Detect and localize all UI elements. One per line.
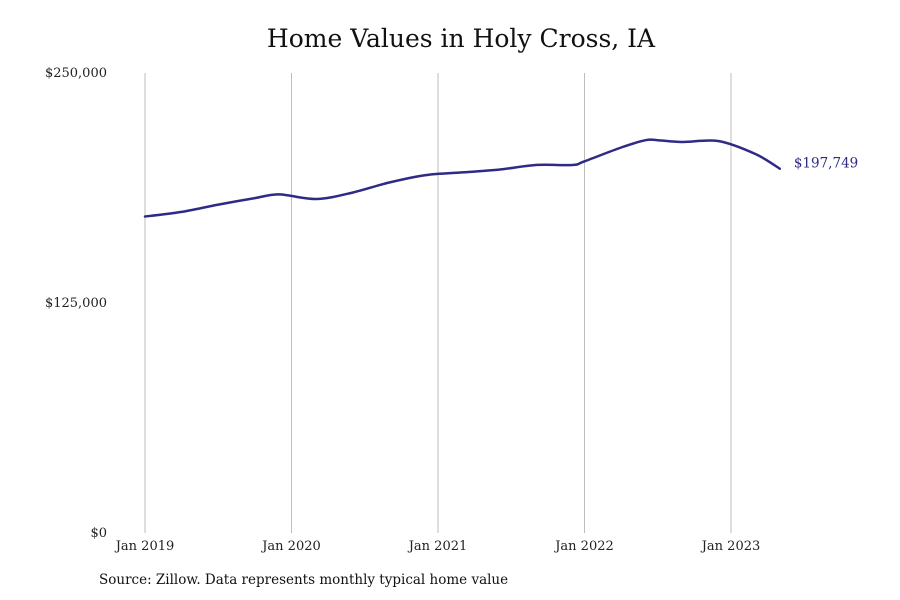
x-tick-label: Jan 2019 bbox=[114, 539, 175, 554]
series-layer: $197,749 bbox=[143, 138, 858, 218]
x-tick-label: Jan 2023 bbox=[700, 539, 761, 554]
end-value-label: $197,749 bbox=[794, 156, 858, 172]
x-axis-ticks: Jan 2019 Jan 2020 Jan 2021 Jan 2022 Jan 2023 bbox=[114, 539, 761, 554]
x-tick-label: Jan 2022 bbox=[553, 539, 614, 554]
chart-title: Home Values in Holy Cross, IA bbox=[266, 24, 656, 53]
y-tick-label: $125,000 bbox=[45, 296, 107, 311]
home-value-line bbox=[143, 138, 782, 218]
y-tick-label: $0 bbox=[90, 526, 107, 541]
y-tick-label: $250,000 bbox=[45, 66, 107, 81]
gridlines bbox=[144, 73, 732, 533]
source-note: Source: Zillow. Data represents monthly … bbox=[99, 572, 509, 588]
x-tick-label: Jan 2021 bbox=[407, 539, 468, 554]
y-axis-ticks: $0 $125,000 $250,000 bbox=[45, 66, 107, 541]
x-tick-label: Jan 2020 bbox=[260, 539, 321, 554]
